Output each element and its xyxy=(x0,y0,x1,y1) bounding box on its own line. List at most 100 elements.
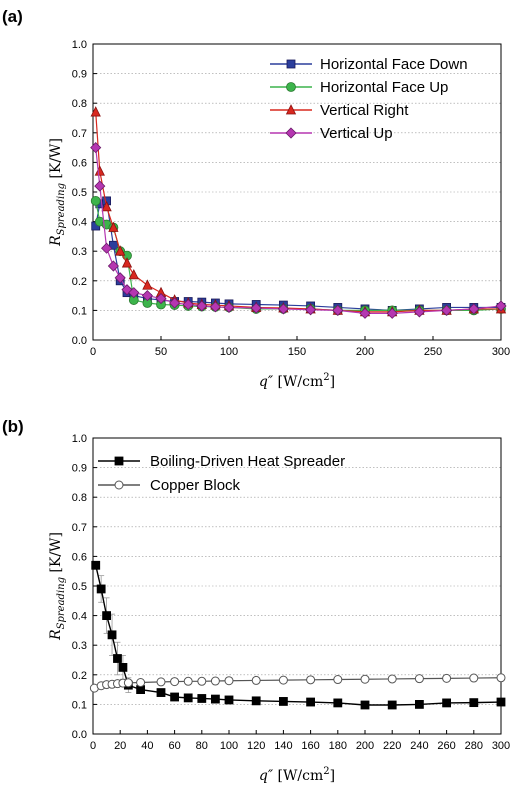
data-point xyxy=(170,677,180,687)
data-point xyxy=(102,611,111,620)
x-tick-label: 300 xyxy=(492,740,510,752)
y-tick-label: 0.3 xyxy=(72,246,87,258)
data-point xyxy=(360,700,370,710)
data-point xyxy=(115,245,126,256)
x-axis-label-a: q″ [W/cm2] xyxy=(259,372,335,390)
legend-marker xyxy=(286,82,296,92)
x-tick-label: 50 xyxy=(155,346,167,358)
series-line xyxy=(95,200,501,312)
x-label-sup-b: 2 xyxy=(323,766,329,777)
data-point xyxy=(469,673,479,683)
data-point xyxy=(224,695,234,705)
x-label-units-end-b: ] xyxy=(330,768,335,784)
data-point xyxy=(182,298,194,311)
x-tick-label: 40 xyxy=(141,740,153,752)
y-label-main-b: R xyxy=(48,629,64,641)
panel-label-a: (a) xyxy=(2,7,23,26)
data-point xyxy=(90,142,102,154)
y-tick-label: 0.5 xyxy=(72,581,87,593)
x-tick-label: 250 xyxy=(424,346,442,358)
chart-panel-a: (a) 0.0 0.1 0.2 0.3 0.4 0.5 0.6 0.7 0.8 0.9 1.0 0 5… xyxy=(2,7,510,390)
legend-item: Horizontal Face Up xyxy=(270,79,448,96)
x-tick-label: 280 xyxy=(465,740,483,752)
data-point xyxy=(155,292,167,305)
y-tick-label: 0.7 xyxy=(72,128,87,140)
data-point xyxy=(169,297,181,309)
y-tick-label: 0.9 xyxy=(72,69,87,81)
series-vertical-up xyxy=(90,142,507,319)
x-tick-label: 160 xyxy=(301,740,319,752)
data-point xyxy=(90,195,101,206)
data-point xyxy=(469,698,479,708)
data-point xyxy=(360,674,370,684)
data-point xyxy=(170,692,180,702)
y-tick-label: 0.5 xyxy=(72,187,87,199)
legend-label: Horizontal Face Down xyxy=(320,56,468,73)
x-tick-label: 180 xyxy=(329,740,347,752)
gridlines-b xyxy=(93,467,501,705)
x-tick-label: 120 xyxy=(247,740,265,752)
y-tick-label: 1.0 xyxy=(72,433,87,445)
x-label-main-b: q″ xyxy=(259,768,274,784)
y-axis-label-b: RSpreading [K/W] xyxy=(48,532,67,641)
data-point xyxy=(114,272,126,284)
legend-item: Boiling-Driven Heat Spreader xyxy=(98,453,345,470)
data-point xyxy=(101,200,112,212)
data-point xyxy=(94,180,106,192)
legend-label: Vertical Up xyxy=(320,125,393,142)
x-axis-ticks-a: 0 50 100 150 200 250 300 xyxy=(90,336,510,358)
x-label-units-b: [W/cm xyxy=(273,768,323,784)
data-point xyxy=(251,675,261,685)
y-tick-label: 0.0 xyxy=(72,729,87,741)
y-label-sub-b: Spreading xyxy=(56,577,67,629)
x-label-units-a: [W/cm xyxy=(273,374,323,390)
x-tick-label: 100 xyxy=(220,740,238,752)
legend-label: Boiling-Driven Heat Spreader xyxy=(150,453,345,470)
y-label-main-a: R xyxy=(48,235,64,247)
data-point xyxy=(413,306,425,318)
data-point xyxy=(107,630,117,640)
legend-marker xyxy=(286,59,296,69)
data-point xyxy=(277,303,289,315)
y-tick-label: 0.0 xyxy=(72,335,87,347)
data-point xyxy=(210,694,220,704)
legend-b: Boiling-Driven Heat Spreader Copper Block xyxy=(98,453,345,494)
data-point xyxy=(306,675,316,685)
data-point xyxy=(118,663,128,672)
data-point xyxy=(121,257,133,268)
legend-label: Horizontal Face Up xyxy=(320,79,448,96)
legend-marker xyxy=(114,480,124,490)
x-tick-label: 20 xyxy=(114,740,126,752)
data-point xyxy=(250,302,262,314)
y-tick-label: 0.3 xyxy=(72,640,87,652)
data-point xyxy=(107,260,119,272)
data-point xyxy=(197,694,207,703)
y-axis-ticks-b: 0.0 0.1 0.2 0.3 0.4 0.5 0.6 0.7 0.8 0.9 1.0 xyxy=(72,433,97,741)
series-group-b xyxy=(89,560,506,710)
data-point xyxy=(91,560,101,570)
y-tick-label: 0.6 xyxy=(72,157,87,169)
x-tick-label: 140 xyxy=(274,740,292,752)
x-tick-label: 260 xyxy=(437,740,455,752)
y-label-units-a: [K/W] xyxy=(48,138,64,183)
data-point xyxy=(209,301,221,313)
x-tick-label: 100 xyxy=(220,346,238,358)
data-point xyxy=(333,675,343,685)
data-point xyxy=(109,240,118,250)
data-point xyxy=(332,304,344,316)
x-tick-label: 220 xyxy=(383,740,401,752)
data-point xyxy=(359,307,371,319)
data-point xyxy=(224,676,234,686)
series-line xyxy=(94,677,502,689)
data-point xyxy=(414,700,424,709)
y-tick-label: 0.9 xyxy=(72,463,87,475)
legend-item: Vertical Right xyxy=(270,102,409,119)
y-tick-label: 0.7 xyxy=(72,522,87,534)
gridlines-a xyxy=(93,73,501,311)
data-point xyxy=(333,698,343,708)
data-point xyxy=(414,674,424,684)
x-tick-label: 200 xyxy=(356,740,374,752)
series-copper-block xyxy=(89,673,506,693)
x-label-units-end-a: ] xyxy=(330,374,335,390)
